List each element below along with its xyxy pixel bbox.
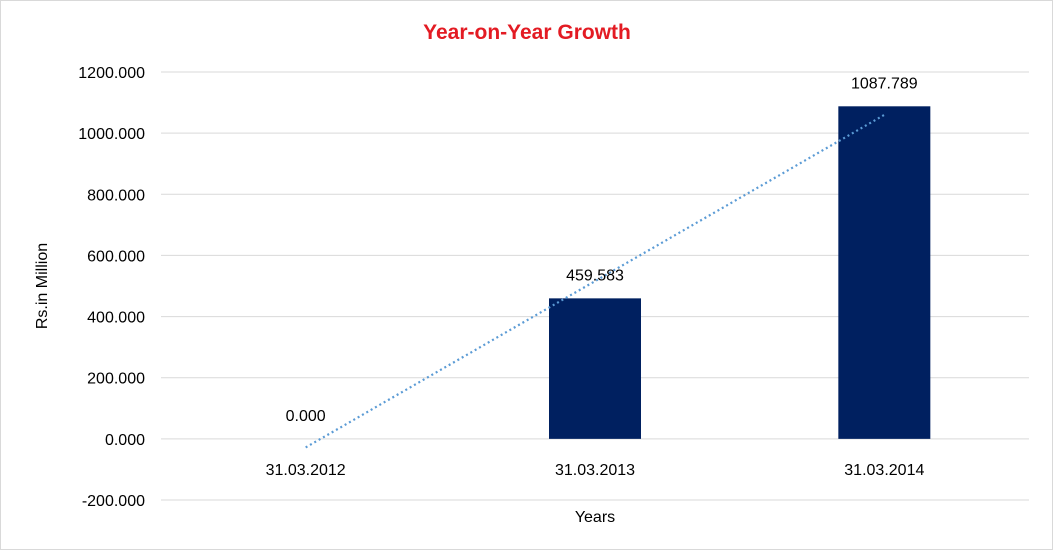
chart-title: Year-on-Year Growth [423,21,631,44]
y-tick-label: 200.000 [87,371,145,388]
bars [549,106,931,439]
y-tick-label: 1000.000 [78,126,145,143]
y-tick-label: 400.000 [87,310,145,327]
y-axis-title: Rs.in Million [34,243,51,329]
y-tick-label: 1200.000 [78,65,145,82]
x-axis-categories: 31.03.2012 31.03.2013 31.03.2014 [266,462,925,479]
trendline [305,113,885,449]
x-category-label: 31.03.2014 [844,462,924,479]
y-tick-label: 800.000 [87,187,145,204]
data-label: 1087.789 [851,75,918,92]
x-axis-title: Years [575,509,615,526]
y-axis-ticks: -200.000 0.000 200.000 400.000 600.000 800.00… [78,65,145,510]
y-tick-label: -200.000 [82,493,145,510]
data-label: 459.583 [566,267,624,284]
bar [549,298,641,439]
x-category-label: 31.03.2012 [266,462,346,479]
bar [838,106,931,439]
x-category-label: 31.03.2013 [555,462,635,479]
data-labels: 0.000 459.583 1087.789 [286,75,918,425]
y-tick-label: 600.000 [87,248,145,265]
trendline-group [305,113,885,449]
data-label: 0.000 [286,408,326,425]
y-tick-label: 0.000 [105,432,145,449]
